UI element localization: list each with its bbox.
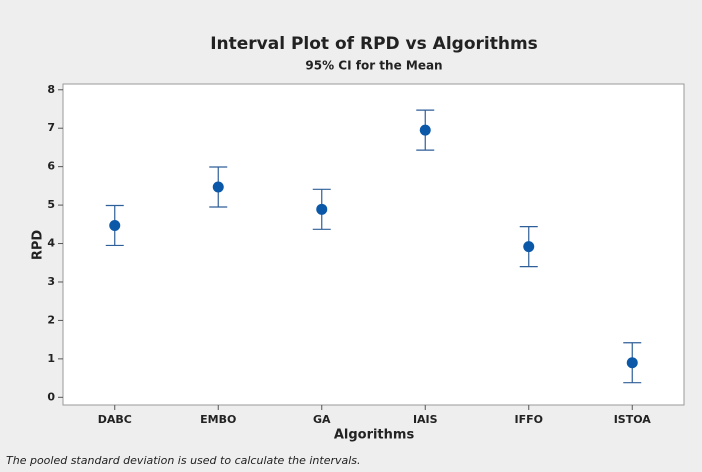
x-tick-label: EMBO: [200, 413, 236, 426]
mean-point: [626, 357, 638, 369]
y-axis-label: RPD: [31, 230, 46, 261]
chart-title: Interval Plot of RPD vs Algorithms: [210, 34, 538, 54]
y-tick-label: 5: [47, 198, 55, 211]
y-tick-label: 8: [47, 83, 55, 96]
x-axis-label: Algorithms: [334, 428, 415, 443]
mean-point: [316, 203, 328, 215]
x-tick-label: ISTOA: [614, 413, 652, 426]
x-tick-label: IAIS: [413, 413, 438, 426]
x-tick-label: IFFO: [515, 413, 543, 426]
x-tick-label: DABC: [98, 413, 132, 426]
x-tick-label: GA: [313, 413, 331, 426]
y-tick-label: 2: [47, 313, 55, 326]
mean-point: [523, 241, 535, 253]
y-tick-label: 0: [47, 390, 55, 403]
chart-subtitle: 95% CI for the Mean: [305, 59, 442, 73]
y-tick-label: 3: [47, 275, 55, 288]
y-tick-label: 4: [47, 237, 55, 250]
y-tick-label: 7: [47, 121, 55, 134]
y-tick-label: 1: [47, 352, 55, 365]
mean-point: [419, 124, 431, 136]
y-tick-label: 6: [47, 160, 55, 173]
mean-point: [212, 181, 224, 193]
mean-point: [109, 219, 121, 231]
footnote: The pooled standard deviation is used to…: [6, 454, 361, 467]
plot-area: [62, 83, 685, 406]
